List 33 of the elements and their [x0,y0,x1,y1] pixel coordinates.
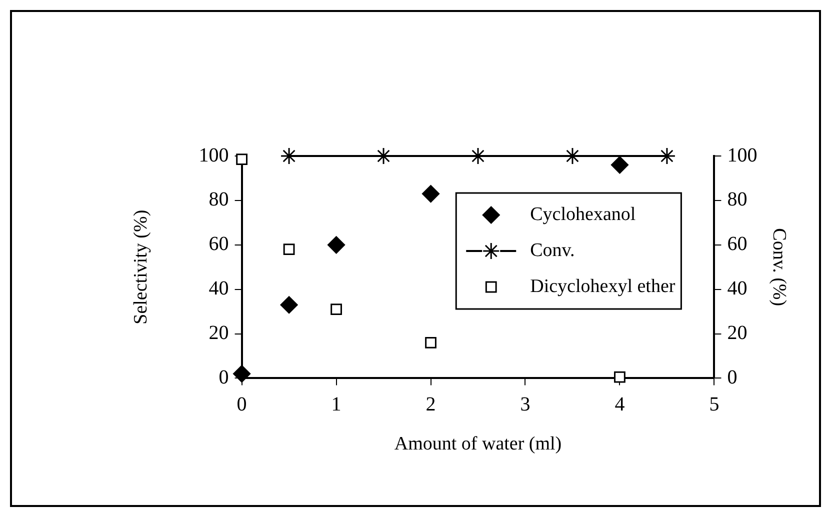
y-tick-label: 0 [218,366,229,388]
point [425,336,436,348]
point [283,244,295,256]
x-tick-label: 5 [709,393,720,416]
y2-tick-label: 60 [727,233,748,256]
y2-tick-label: 80 [727,188,748,211]
x-tick-label: 3 [520,393,530,416]
point [330,304,342,316]
x-tick-label: 1 [331,393,342,416]
y-tick-label: 60 [208,233,229,256]
point [280,296,298,314]
y2-tick-label: 20 [727,322,748,344]
x-tick-label: 4 [614,393,625,416]
y2-tick-label: 0 [727,366,738,388]
y2-tick-label: 100 [727,144,758,166]
point [328,236,346,254]
y-axis-title: Selectivity (%) [130,210,152,324]
point [233,365,251,383]
legend-label: Dicyclohexyl ether [530,276,676,297]
legend-label: Cyclohexanol [530,204,636,225]
legend-label: Conv. [530,240,575,261]
y-tick-label: 80 [208,188,229,211]
y2-axis-title: Conv. (%) [768,228,790,306]
y-tick-label: 100 [198,144,229,166]
point [614,371,626,383]
y-tick-label: 20 [208,322,229,344]
y-tick-label: 40 [208,278,229,300]
point [422,185,440,203]
x-tick-label: 2 [426,393,436,416]
point [610,156,628,174]
x-axis-title: Amount of water (ml) [394,434,562,455]
y2-tick-label: 40 [727,278,748,300]
x-tick-label: 0 [236,393,247,416]
